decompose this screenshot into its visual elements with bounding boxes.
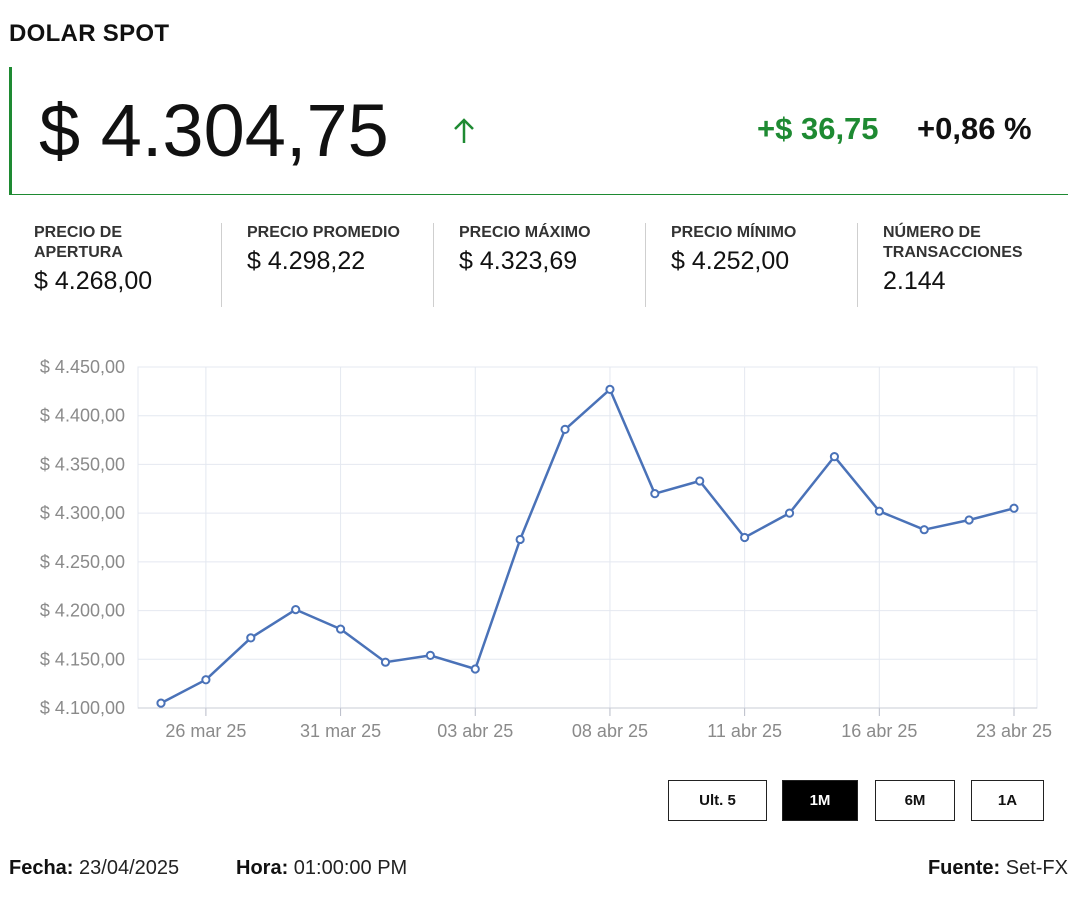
y-tick-label: $ 4.150,00 [40,649,125,669]
page-title: DOLAR SPOT [9,20,170,47]
stat-min-price: PRECIO MÍNIMO $ 4.252,00 [645,223,857,307]
data-point [246,633,256,643]
y-tick-label: $ 4.350,00 [40,454,125,474]
range-button-6m[interactable]: 6M [875,780,955,821]
y-tick-label: $ 4.200,00 [40,601,125,621]
date-value: 23/04/2025 [79,857,180,879]
price-panel: $ 4.304,75 +$ 36,75 +0,86 % [9,67,1068,195]
arrow-up-icon [454,118,474,143]
data-point [740,532,750,543]
source-value: Set-FX [1005,857,1068,879]
series-line [160,388,1015,705]
data-point [695,476,705,486]
stat-value: 2.144 [883,267,946,295]
stats-row: PRECIO DE APERTURA $ 4.268,00 PRECIO PRO… [9,223,1069,307]
footer-time: Hora: 01:00:00 PM [236,857,407,880]
range-button-1a[interactable]: 1A [971,780,1044,821]
data-point [650,489,660,499]
x-tick-label: 03 abr 25 [437,721,513,741]
stat-value: $ 4.268,00 [34,267,153,295]
stat-max-price: PRECIO MÁXIMO $ 4.323,69 [433,223,645,307]
data-point [291,604,301,615]
x-tick-label: 08 abr 25 [572,721,648,741]
plot-area [137,366,1038,709]
stat-opening-price: PRECIO DE APERTURA $ 4.268,00 [9,223,221,307]
data-point [964,515,974,525]
price-line-chart[interactable]: $ 4.100,00 $ 4.150,00 $ 4.200,00 $ 4.250,00… [0,345,1080,750]
x-tick-label: 11 abr 25 [707,721,782,741]
stat-label: PRECIO MÁXIMO [459,224,591,241]
range-button-1m[interactable]: 1M [782,780,858,821]
data-point [874,506,884,516]
stat-label: PRECIO MÍNIMO [671,224,797,241]
data-point [515,534,525,545]
data-point [1009,503,1019,513]
stat-average-price: PRECIO PROMEDIO $ 4.298,22 [221,223,433,307]
range-button-ult5[interactable]: Ult. 5 [668,780,767,821]
stat-transactions: NÚMERO DE TRANSACCIONES 2.144 [857,223,1069,307]
data-point [156,698,166,708]
price-change-percent: +0,86 % [917,111,1032,146]
footer-date: Fecha: 23/04/2025 [9,857,179,880]
time-value: 01:00:00 PM [293,857,408,879]
stat-label: PRECIO DE APERTURA [34,224,123,261]
data-point [425,650,435,660]
data-point [470,664,480,674]
x-tick-label: 31 mar 25 [300,721,381,741]
footer-source: Fuente: Set-FX [928,857,1068,880]
stat-value: $ 4.252,00 [671,247,790,275]
x-tick-label: 16 abr 25 [841,721,917,741]
date-label: Fecha: [9,857,74,879]
data-point [335,624,346,634]
y-tick-label: $ 4.400,00 [40,406,125,426]
stat-value: $ 4.298,22 [247,247,366,275]
data-point [560,424,570,434]
x-tick-label: 26 mar 25 [165,721,246,741]
source-label: Fuente: [927,857,1001,879]
stat-label: PRECIO PROMEDIO [247,224,400,241]
data-point [605,384,615,395]
price-change-absolute: +$ 36,75 [757,111,879,146]
stat-value: $ 4.323,69 [459,247,578,275]
y-tick-label: $ 4.450,00 [40,357,125,377]
data-point [784,508,795,518]
y-tick-label: $ 4.100,00 [40,698,125,718]
current-price: $ 4.304,75 [39,89,389,172]
x-tick-label: 23 abr 25 [976,721,1052,741]
data-point [829,452,840,462]
data-point [201,675,211,685]
data-point [380,657,391,667]
y-tick-label: $ 4.300,00 [40,503,125,523]
time-label: Hora: [236,857,289,879]
stat-label: NÚMERO DE TRANSACCIONES [883,224,1023,261]
y-tick-label: $ 4.250,00 [40,552,125,572]
data-point [919,525,929,535]
